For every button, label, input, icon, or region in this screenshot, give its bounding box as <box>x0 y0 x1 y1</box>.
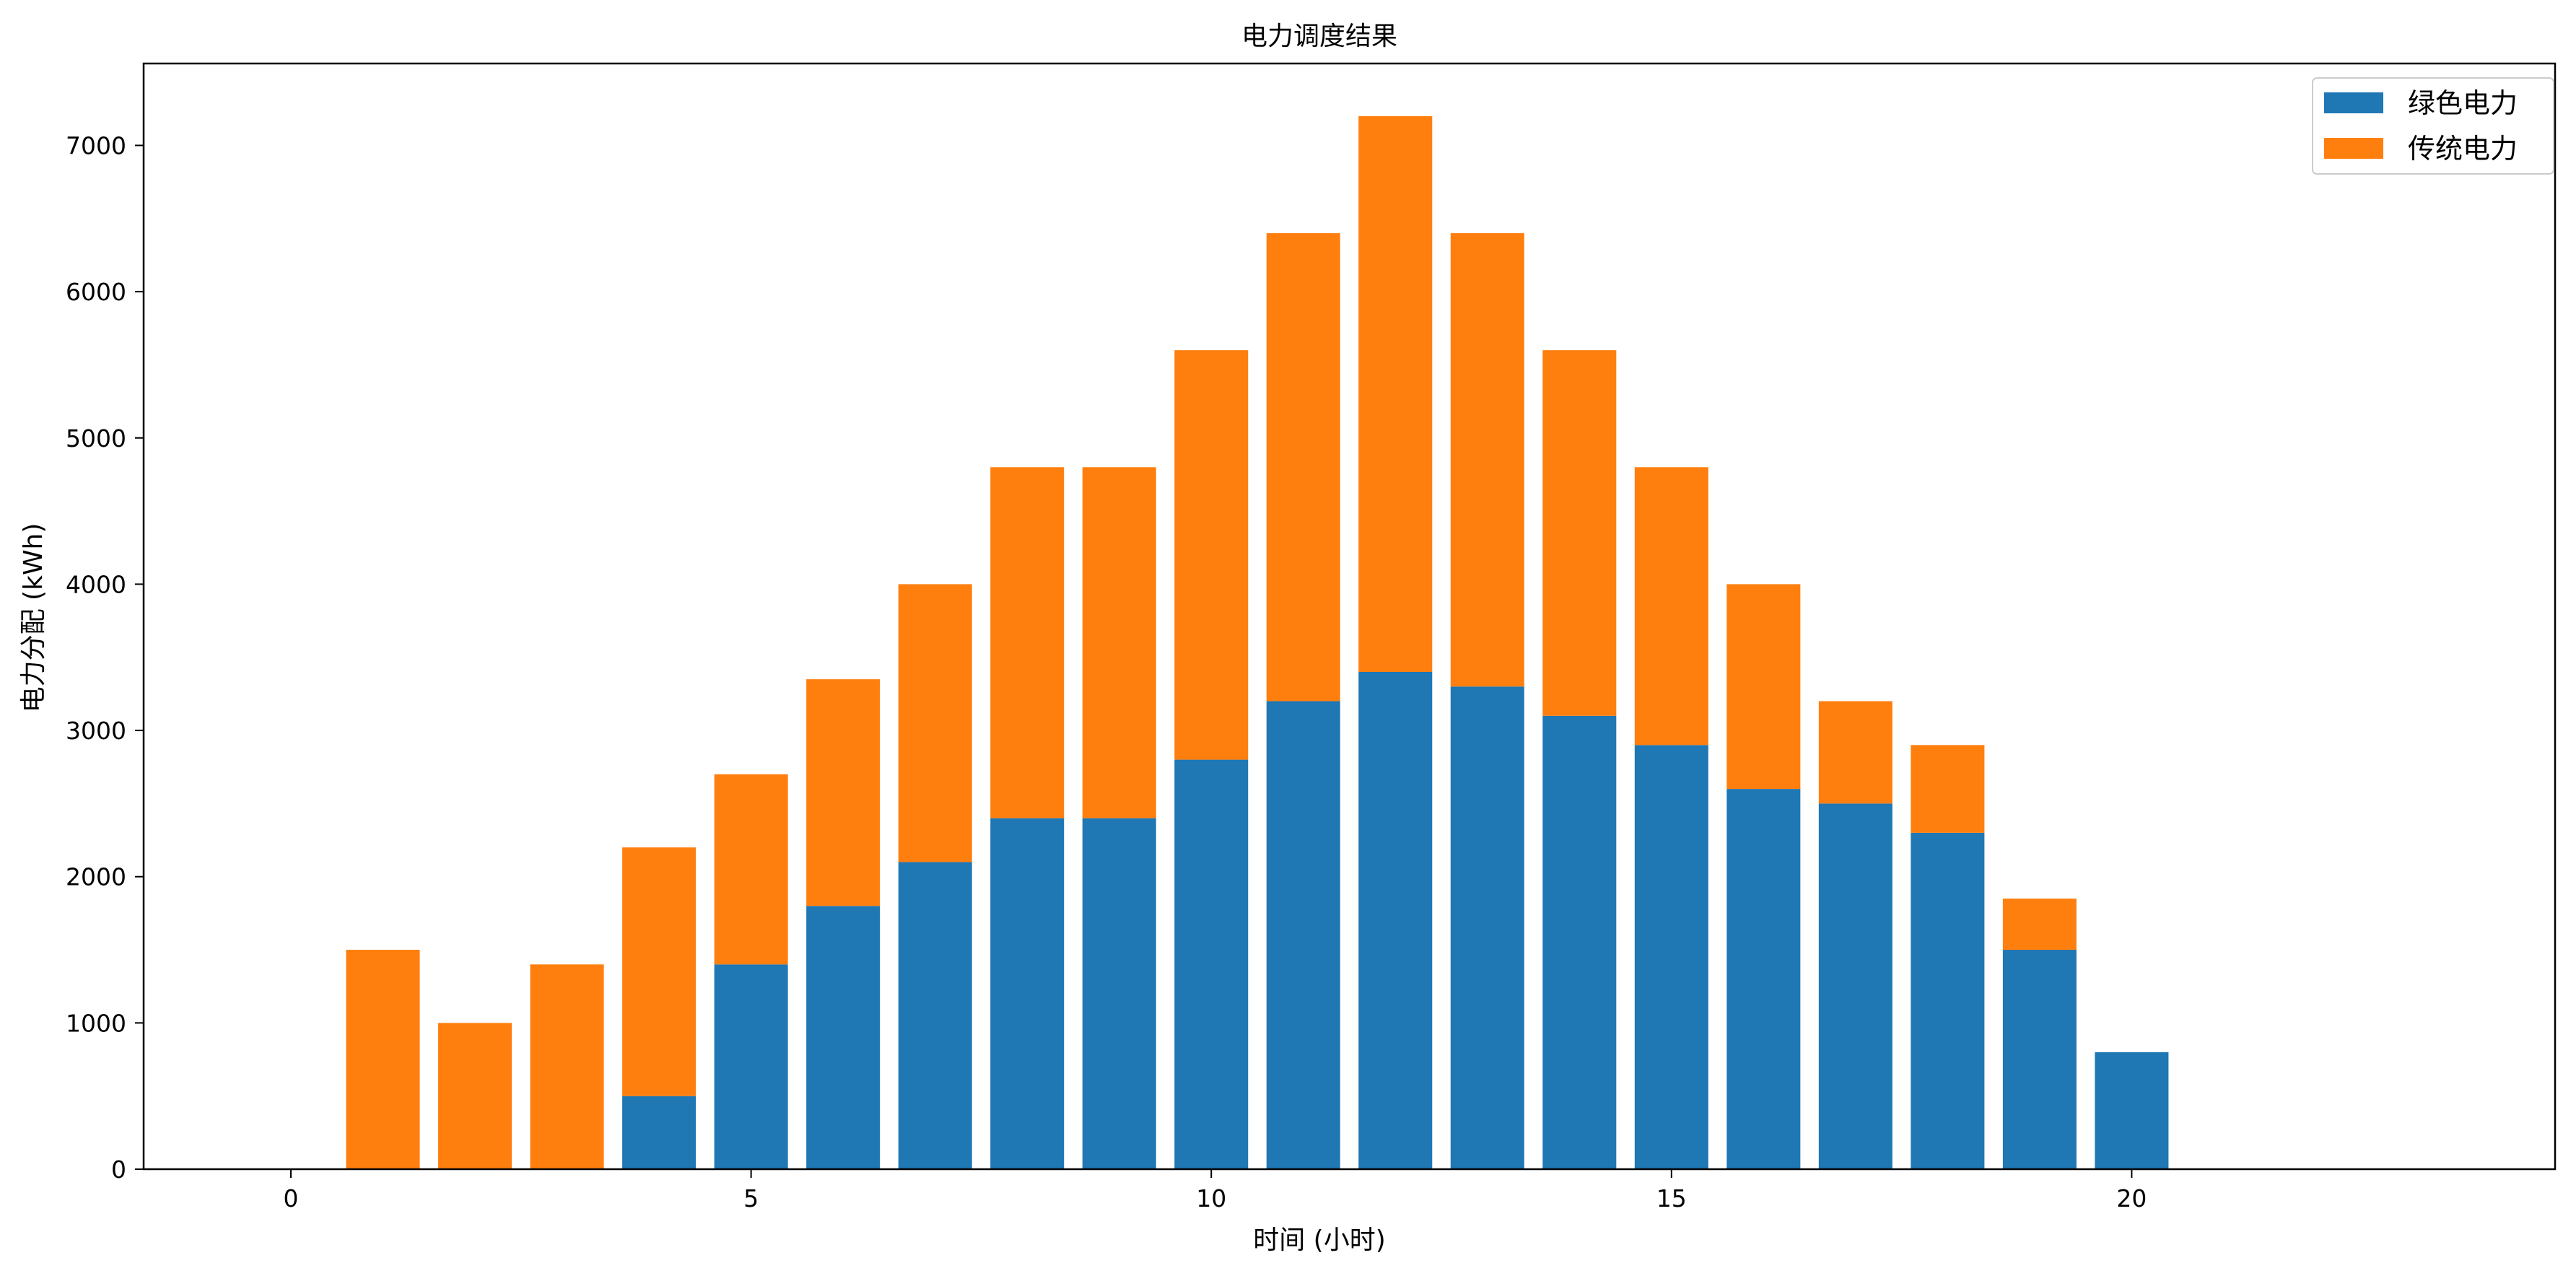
bar-traditional-hour-12 <box>1358 115 1433 672</box>
bar-traditional-hour-4 <box>622 847 697 1096</box>
bar-green-hour-15 <box>1634 745 1708 1169</box>
bar-traditional-hour-5 <box>714 774 788 965</box>
bar-green-hour-5 <box>714 964 788 1169</box>
bar-green-hour-12 <box>1358 672 1433 1169</box>
x-tick-label: 15 <box>1656 1184 1687 1212</box>
bar-traditional-hour-1 <box>346 950 420 1169</box>
x-tick-label: 0 <box>284 1184 299 1212</box>
y-tick-label: 3000 <box>66 717 126 745</box>
plot-frame <box>142 62 2557 1171</box>
legend: 绿色电力 传统电力 <box>2312 77 2554 175</box>
bar-green-hour-9 <box>1082 818 1156 1169</box>
bar-traditional-hour-7 <box>898 584 972 862</box>
bar-traditional-hour-17 <box>1818 701 1892 804</box>
y-tick-label: 0 <box>111 1155 126 1184</box>
bar-green-hour-16 <box>1726 789 1801 1169</box>
y-tick-label: 4000 <box>66 570 126 598</box>
bar-traditional-hour-2 <box>438 1023 512 1169</box>
axes-group: 0 5 10 15 20 0 1000 2000 3000 4000 5000 6000 7000 <box>66 62 2557 1212</box>
bar-traditional-hour-13 <box>1450 233 1524 687</box>
bar-traditional-hour-6 <box>806 679 881 906</box>
chart-title: 电力调度结果 <box>1241 22 1397 51</box>
bar-green-hour-8 <box>990 818 1065 1169</box>
y-tick-label: 1000 <box>66 1009 126 1037</box>
y-tick-label: 6000 <box>66 278 126 306</box>
legend-label-traditional-power: 传统电力 <box>2408 133 2518 165</box>
bar-green-hour-19 <box>2002 950 2077 1169</box>
y-tick-label: 2000 <box>66 863 126 891</box>
x-tick-label: 20 <box>2116 1184 2147 1212</box>
bar-traditional-hour-3 <box>530 964 604 1169</box>
bar-green-hour-10 <box>1174 759 1249 1169</box>
bar-green-hour-6 <box>806 906 881 1169</box>
bar-traditional-hour-16 <box>1726 584 1801 790</box>
y-tick-label: 7000 <box>66 131 126 160</box>
bar-traditional-hour-15 <box>1634 467 1708 746</box>
bar-traditional-hour-8 <box>990 467 1065 818</box>
x-tick-label: 5 <box>743 1184 759 1212</box>
bar-green-hour-11 <box>1266 701 1340 1169</box>
legend-label-green-power: 绿色电力 <box>2408 87 2518 119</box>
bars-group <box>346 115 2169 1169</box>
legend-swatch-green-power <box>2324 92 2383 113</box>
bar-traditional-hour-19 <box>2002 899 2077 951</box>
bar-green-hour-7 <box>898 862 972 1169</box>
bar-traditional-hour-9 <box>1082 467 1156 818</box>
bar-green-hour-13 <box>1450 686 1524 1169</box>
bar-green-hour-4 <box>622 1096 697 1169</box>
bar-traditional-hour-14 <box>1542 350 1617 716</box>
y-axis-label: 电力分配 (kWh) <box>19 523 48 713</box>
bar-green-hour-20 <box>2095 1052 2169 1169</box>
legend-swatch-traditional-power <box>2324 138 2383 159</box>
bar-green-hour-18 <box>1911 832 1985 1169</box>
x-tick-label: 10 <box>1196 1184 1226 1212</box>
x-axis-label: 时间 (小时) <box>1253 1225 1386 1255</box>
bar-traditional-hour-10 <box>1174 350 1249 760</box>
bar-traditional-hour-11 <box>1266 233 1340 702</box>
bar-traditional-hour-18 <box>1911 745 1985 833</box>
bar-green-hour-17 <box>1818 803 1892 1169</box>
y-tick-label: 5000 <box>66 424 126 453</box>
bar-green-hour-14 <box>1542 715 1617 1169</box>
